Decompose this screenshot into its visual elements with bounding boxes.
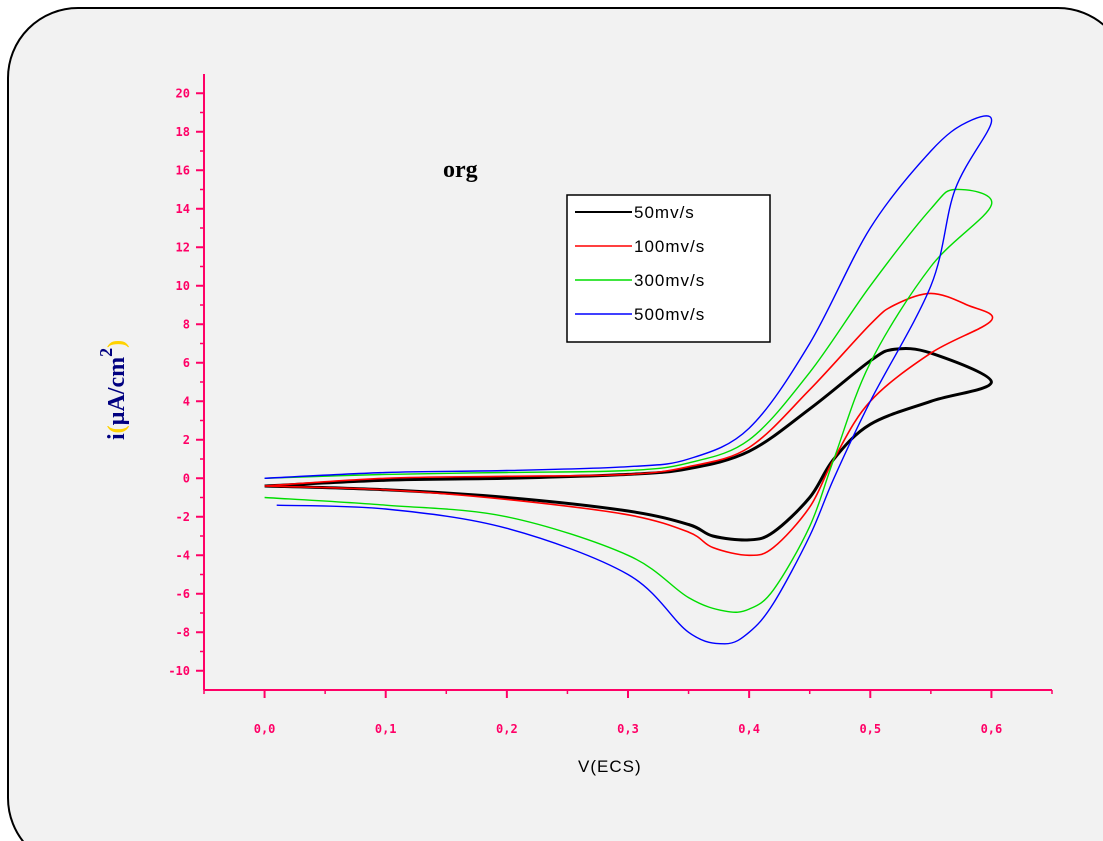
x-tick-label: 0,0 xyxy=(254,722,276,736)
y-tick-label: 2 xyxy=(183,433,190,447)
chart-annotation: org xyxy=(443,157,478,183)
y-tick-label: -8 xyxy=(176,625,190,639)
y-tick-label: 8 xyxy=(183,317,190,331)
y-tick-label: 16 xyxy=(176,163,190,177)
y-tick-label: -6 xyxy=(176,587,190,601)
y-axis-label: i(µA/cm2) xyxy=(96,340,130,440)
y-tick-label: 10 xyxy=(176,279,190,293)
y-tick-label: 4 xyxy=(183,394,190,408)
legend-label: 100mv/s xyxy=(634,237,705,256)
y-axis-label-exponent: 2 xyxy=(96,348,116,357)
x-tick-label: 0,6 xyxy=(981,722,1003,736)
y-tick-label: 0 xyxy=(183,471,190,485)
x-tick-label: 0,4 xyxy=(738,722,760,736)
legend-label: 300mv/s xyxy=(634,271,705,290)
series-line-300mvs xyxy=(264,188,993,613)
y-tick-label: 6 xyxy=(183,356,190,370)
chart-background xyxy=(7,7,1103,841)
x-axis-label: V(ECS) xyxy=(578,757,642,776)
x-tick-label: 0,5 xyxy=(859,722,881,736)
legend: 50mv/s 100mv/s 300mv/s 500mv/s xyxy=(566,194,771,343)
legend-label: 50mv/s xyxy=(634,203,695,222)
series-line-500mvs xyxy=(264,115,993,645)
y-tick-label: 14 xyxy=(176,202,190,216)
series-line-100mvs xyxy=(264,292,994,557)
y-tick-label: -2 xyxy=(176,510,190,524)
legend-label: 500mv/s xyxy=(634,305,705,324)
y-tick-label: -4 xyxy=(176,548,190,562)
x-tick-label: 0,3 xyxy=(617,722,639,736)
y-axis-label-open-paren: ( xyxy=(104,425,130,433)
y-axis-label-symbol: i xyxy=(104,433,130,440)
y-axis-label-unit: µA/cm xyxy=(104,357,130,425)
plot-area xyxy=(264,115,994,645)
y-axis-label-close-paren: ) xyxy=(104,340,130,348)
x-tick-label: 0,1 xyxy=(375,722,397,736)
y-tick-label: 12 xyxy=(176,240,190,254)
legend-box xyxy=(566,194,771,343)
axes: -10 -8 -6 -4 -2 0 2 4 6 8 10 12 14 16 18 20 0,0 0,1 0,2 0,3… xyxy=(168,74,1053,736)
y-tick-label: -10 xyxy=(168,664,190,678)
y-tick-label: 18 xyxy=(176,125,190,139)
y-tick-label: 20 xyxy=(176,86,190,100)
x-tick-label: 0,2 xyxy=(496,722,518,736)
